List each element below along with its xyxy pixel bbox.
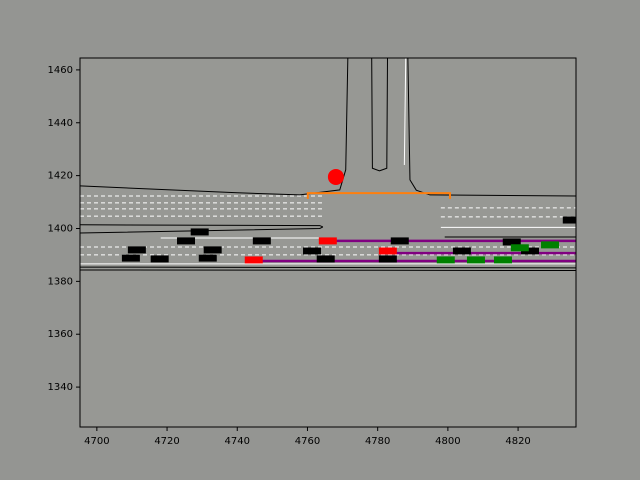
y-tick-label: 1460: [48, 65, 73, 76]
vehicle: [127, 246, 146, 254]
vehicle: [190, 228, 209, 236]
vehicle: [318, 237, 337, 245]
y-tick-label: 1440: [48, 118, 73, 129]
x-tick-label: 4700: [84, 436, 109, 447]
vehicle: [121, 254, 140, 262]
vehicle: [390, 237, 409, 245]
x-tick-label: 4780: [365, 436, 390, 447]
road-line: [403, 58, 407, 166]
plot-area: [80, 58, 576, 272]
road-line: [407, 58, 576, 197]
vehicle: [502, 238, 521, 246]
y-tick-label: 1420: [48, 171, 73, 182]
road-line: [371, 58, 388, 172]
y-tick-label: 1400: [48, 223, 73, 234]
vehicle: [510, 244, 529, 252]
road-line: [80, 226, 324, 234]
road-line: [306, 192, 451, 199]
y-tick-label: 1340: [48, 382, 73, 393]
x-tick-label: 4760: [295, 436, 320, 447]
road-line: [80, 224, 324, 228]
x-tick-label: 4740: [225, 436, 250, 447]
vehicle: [562, 216, 576, 224]
road-line: [80, 266, 576, 269]
vehicle: [150, 255, 169, 263]
vehicle: [316, 255, 335, 263]
vehicle: [541, 241, 560, 249]
vehicle: [378, 255, 397, 263]
vehicle: [378, 247, 397, 255]
vehicle: [177, 237, 196, 245]
vehicle: [466, 256, 485, 264]
y-tick-label: 1380: [48, 276, 73, 287]
vehicle: [203, 246, 222, 254]
x-tick-label: 4820: [505, 436, 530, 447]
vehicle: [452, 247, 471, 255]
vehicle: [436, 256, 455, 264]
y-tick-label: 1360: [48, 329, 73, 340]
vehicle: [252, 237, 271, 245]
vehicle: [244, 256, 263, 264]
axes-frame: [79, 57, 577, 428]
vehicle: [303, 247, 322, 255]
ego-point: [327, 168, 344, 185]
vehicle: [493, 256, 512, 264]
vehicle: [198, 254, 217, 262]
vehicle: [521, 247, 540, 255]
road-line: [80, 269, 576, 272]
x-tick-label: 4720: [154, 436, 179, 447]
x-tick-label: 4800: [435, 436, 460, 447]
